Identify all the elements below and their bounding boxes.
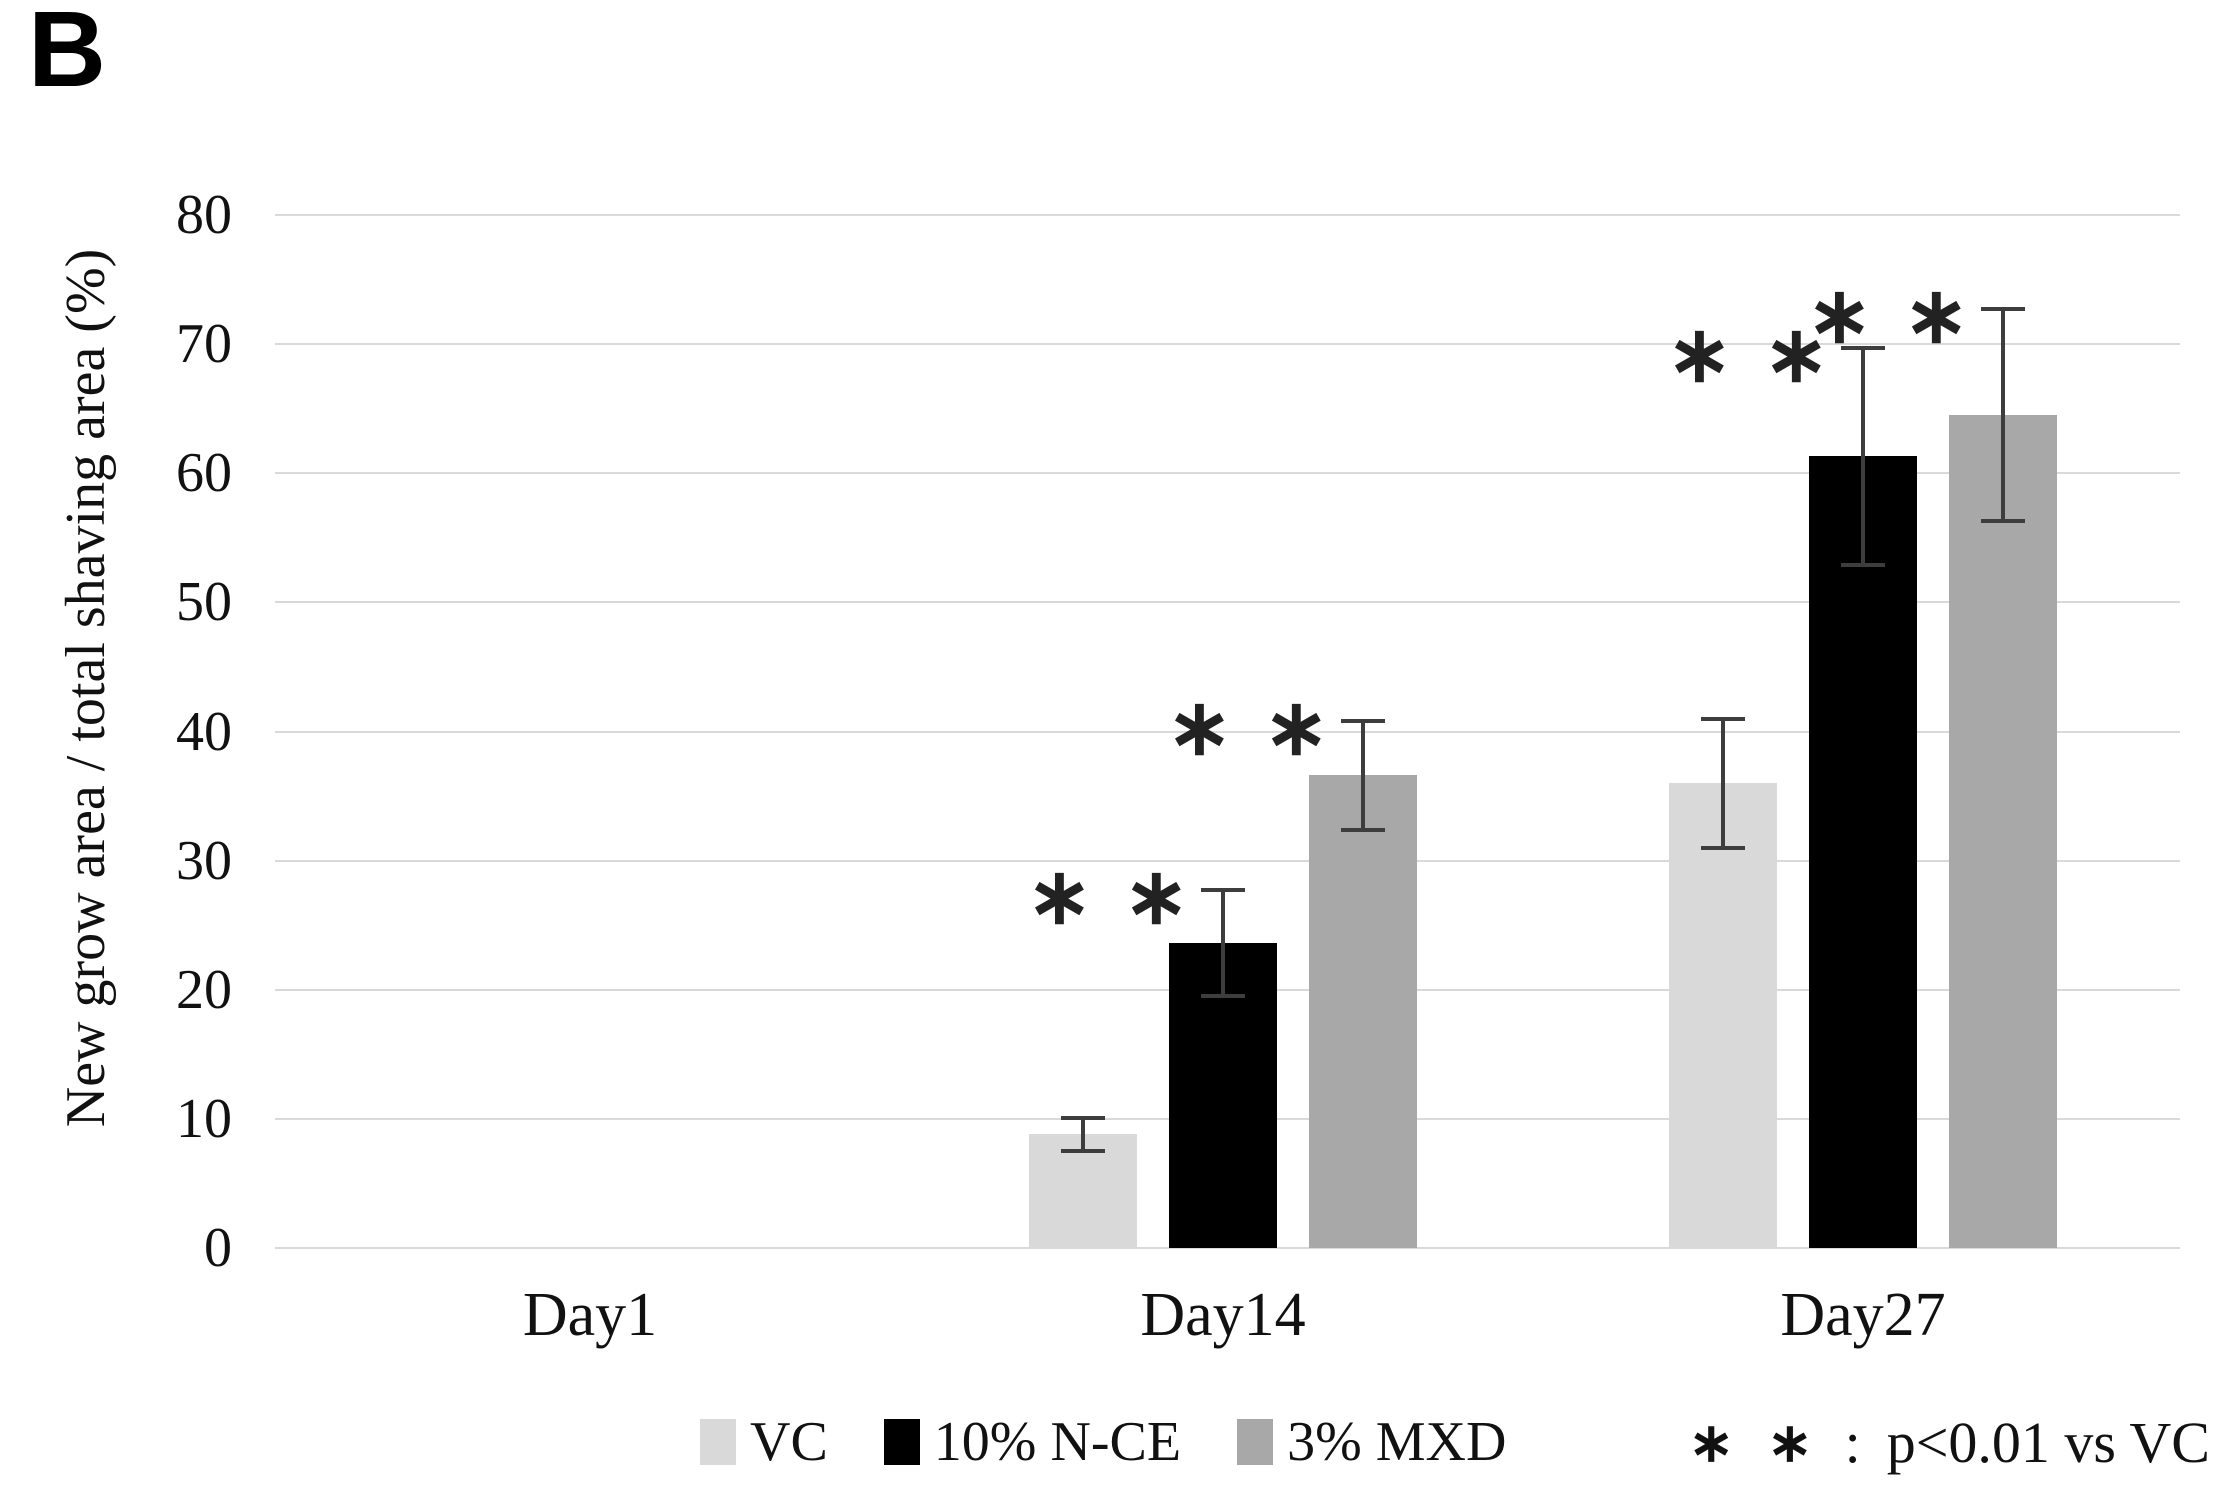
significance-marker-10-n-ce-day14: ∗ ∗ <box>1026 853 1195 941</box>
gridline-0 <box>275 1247 2180 1249</box>
error-bar-3-mxd-day27 <box>2001 309 2005 521</box>
error-bar-10-n-ce-day27 <box>1861 347 1865 565</box>
bar-3-mxd-day14 <box>1309 775 1417 1248</box>
y-axis-tick-label-60: 60 <box>176 442 232 505</box>
gridline-80 <box>275 214 2180 216</box>
gridline-60 <box>275 472 2180 475</box>
significance-marker-3-mxd-day14: ∗ ∗ <box>1166 684 1335 772</box>
error-bar-vc-day14 <box>1081 1117 1085 1152</box>
error-bar-3-mxd-day14 <box>1361 721 1365 830</box>
legend-swatch-3-mxd <box>1237 1419 1274 1465</box>
bar-3-mxd-day27 <box>1949 415 2057 1248</box>
legend: VC 10% N-CE 3% MXD <box>700 1402 1506 1482</box>
legend-label-3-mxd: 3% MXD <box>1287 1411 1507 1473</box>
error-bar-cap-top-vc-day27 <box>1701 716 1745 721</box>
legend-label-10-n-ce: 10% N-CE <box>933 1411 1182 1473</box>
error-bar-cap-bottom-3-mxd-day27 <box>1981 519 2025 524</box>
legend-swatch-vc <box>700 1419 736 1465</box>
error-bar-cap-top-vc-day14 <box>1061 1115 1105 1120</box>
panel-label: B <box>28 0 106 109</box>
error-bar-cap-bottom-vc-day27 <box>1701 845 1745 850</box>
bar-vc-day14 <box>1029 1134 1137 1248</box>
legend-swatch-10-n-ce <box>883 1419 920 1465</box>
significance-note-marker: ∗ ∗ <box>1688 1412 1823 1473</box>
y-axis-tick-label-30: 30 <box>176 829 232 892</box>
legend-label-vc: VC <box>750 1411 828 1473</box>
bar-vc-day27 <box>1669 783 1777 1248</box>
y-axis-tick-label-40: 40 <box>176 700 232 763</box>
y-axis-tick-label-20: 20 <box>176 958 232 1021</box>
y-axis-tick-label-80: 80 <box>176 184 232 246</box>
gridline-30 <box>275 859 2180 862</box>
error-bar-cap-top-10-n-ce-day14 <box>1201 888 1245 893</box>
gridline-70 <box>275 343 2180 346</box>
y-axis-tick-label-50: 50 <box>176 571 232 634</box>
error-bar-cap-bottom-3-mxd-day14 <box>1341 827 1385 832</box>
error-bar-vc-day27 <box>1721 718 1725 848</box>
y-axis-tick-label-0: 0 <box>204 1217 232 1279</box>
significance-note-text: p<0.01 vs VC <box>1886 1409 2210 1475</box>
error-bar-10-n-ce-day14 <box>1221 890 1225 997</box>
error-bar-cap-top-3-mxd-day14 <box>1341 719 1385 724</box>
y-axis-tick-label-10: 10 <box>176 1087 232 1150</box>
error-bar-cap-top-3-mxd-day27 <box>1981 307 2025 312</box>
legend-item-3-mxd: 3% MXD <box>1237 1410 1506 1474</box>
significance-marker-10-n-ce-day27: ∗ ∗ <box>1666 310 1835 398</box>
bar-10-n-ce-day27 <box>1809 456 1917 1248</box>
error-bar-cap-bottom-10-n-ce-day27 <box>1841 562 1885 567</box>
x-axis-label-day14: Day14 <box>1140 1281 1306 1349</box>
significance-note-separator: : <box>1844 1409 1861 1475</box>
x-axis-label-day1: Day1 <box>522 1281 658 1349</box>
y-axis-tick-label-70: 70 <box>176 313 232 376</box>
gridline-50 <box>275 601 2180 604</box>
x-axis-label-day27: Day27 <box>1780 1281 1946 1349</box>
significance-note: ∗ ∗ : p<0.01 vs VC <box>1689 1402 2210 1482</box>
legend-item-10-n-ce: 10% N-CE <box>883 1410 1182 1474</box>
error-bar-cap-bottom-10-n-ce-day14 <box>1201 994 1245 999</box>
legend-item-vc: VC <box>700 1410 828 1474</box>
significance-marker-3-mxd-day27: ∗ ∗ <box>1806 272 1975 360</box>
error-bar-cap-top-10-n-ce-day27 <box>1841 345 1885 350</box>
error-bar-cap-bottom-vc-day14 <box>1061 1149 1105 1154</box>
gridline-40 <box>275 730 2180 733</box>
